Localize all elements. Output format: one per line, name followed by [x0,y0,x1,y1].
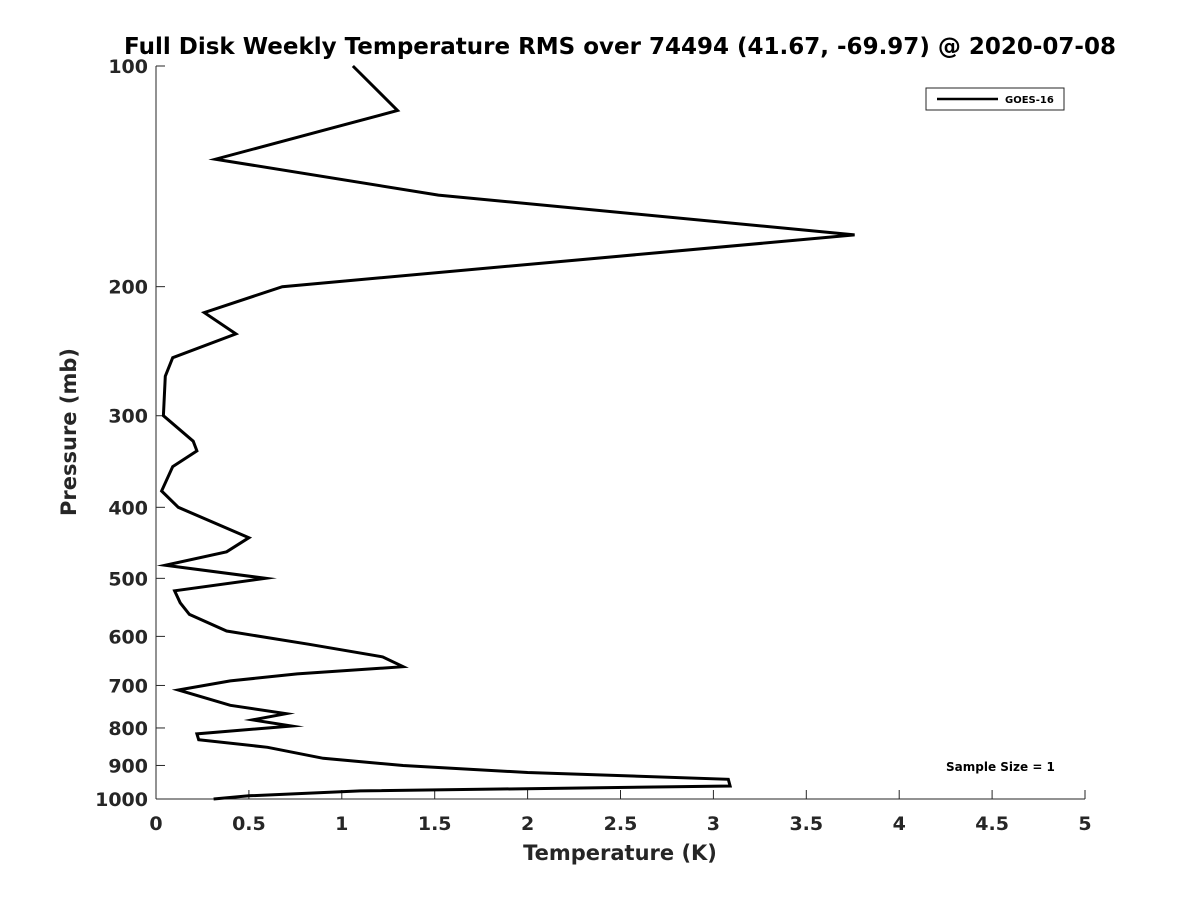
x-tick-label: 5 [1078,813,1091,835]
legend-label-goes-16: GOES-16 [1005,95,1054,106]
x-tick-label: 4 [893,813,906,835]
y-tick-label: 900 [108,755,148,777]
plot-frame [156,66,1085,799]
x-tick-label: 2 [521,813,534,835]
x-tick-label: 3.5 [789,813,823,835]
y-tick-label: 300 [108,406,148,428]
sample-size-annotation: Sample Size = 1 [946,760,1055,774]
y-tick-label: 100 [108,56,148,78]
x-tick-label: 4.5 [975,813,1009,835]
y-tick-label: 800 [108,718,148,740]
series-layer [156,64,855,801]
x-tick-label: 1.5 [418,813,452,835]
series-line-goes-16 [156,64,855,801]
y-axis-label: Pressure (mb) [57,348,81,516]
chart-title: Full Disk Weekly Temperature RMS over 74… [124,34,1116,60]
y-tick-label: 1000 [95,789,148,811]
x-tick-label: 2.5 [604,813,638,835]
x-axis: 0 0.5 1 1.5 2 2.5 3 3.5 4 4.5 5 [149,790,1092,835]
y-tick-label: 500 [108,568,148,590]
x-axis-label: Temperature (K) [523,841,717,865]
y-tick-label: 200 [108,277,148,299]
legend: GOES-16 [925,87,1065,111]
x-tick-label: 3 [707,813,720,835]
y-tick-label: 400 [108,497,148,519]
x-tick-label: 0.5 [232,813,266,835]
y-axis: 100 200 300 400 500 600 700 800 900 1000 [95,56,165,811]
y-tick-label: 700 [108,675,148,697]
x-tick-label: 0 [149,813,162,835]
x-tick-label: 1 [335,813,348,835]
y-tick-label: 600 [108,626,148,648]
